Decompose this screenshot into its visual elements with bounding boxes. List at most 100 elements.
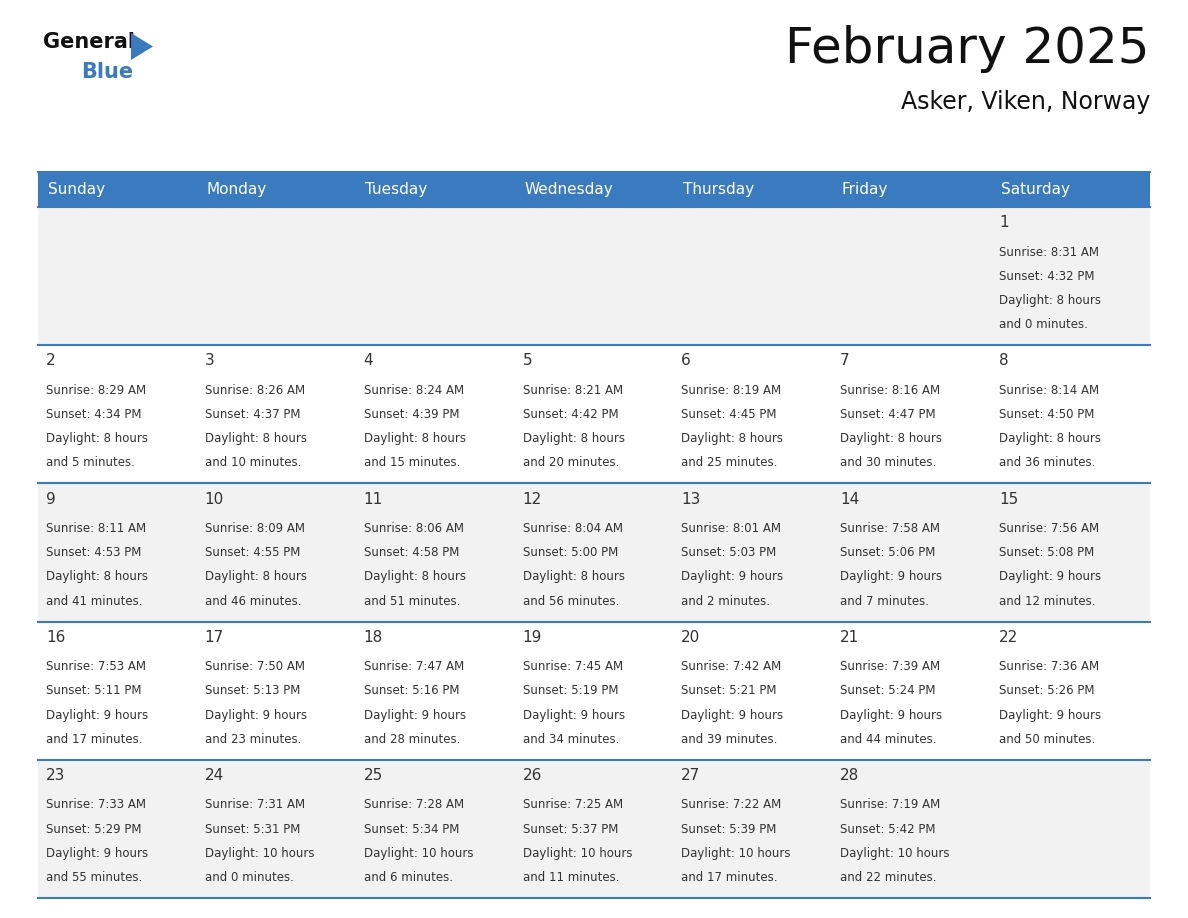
- Text: and 56 minutes.: and 56 minutes.: [523, 595, 619, 608]
- Bar: [355, 621, 514, 760]
- Text: and 34 minutes.: and 34 minutes.: [523, 733, 619, 745]
- Bar: [197, 172, 355, 207]
- Text: Sunset: 5:16 PM: Sunset: 5:16 PM: [364, 685, 459, 698]
- Bar: [674, 621, 833, 760]
- Bar: [38, 172, 197, 207]
- Text: Sunset: 5:42 PM: Sunset: 5:42 PM: [840, 823, 936, 835]
- Bar: [833, 207, 991, 345]
- Bar: [514, 621, 674, 760]
- Text: Daylight: 9 hours: Daylight: 9 hours: [999, 570, 1101, 584]
- Text: 18: 18: [364, 630, 383, 644]
- Text: Daylight: 9 hours: Daylight: 9 hours: [46, 709, 148, 722]
- Text: and 23 minutes.: and 23 minutes.: [204, 733, 302, 745]
- Text: 24: 24: [204, 768, 225, 783]
- Text: Sunrise: 8:09 AM: Sunrise: 8:09 AM: [204, 522, 305, 535]
- Text: 13: 13: [682, 492, 701, 507]
- Text: Saturday: Saturday: [1000, 182, 1069, 197]
- Text: 7: 7: [840, 353, 849, 368]
- Text: Sunset: 4:47 PM: Sunset: 4:47 PM: [840, 409, 936, 421]
- Text: Sunrise: 7:28 AM: Sunrise: 7:28 AM: [364, 799, 463, 812]
- Text: Sunset: 5:31 PM: Sunset: 5:31 PM: [204, 823, 301, 835]
- Text: 21: 21: [840, 630, 859, 644]
- Text: 16: 16: [46, 630, 65, 644]
- Text: Daylight: 9 hours: Daylight: 9 hours: [46, 847, 148, 860]
- Text: Sunset: 5:24 PM: Sunset: 5:24 PM: [840, 685, 936, 698]
- Bar: [833, 345, 991, 484]
- Text: and 39 minutes.: and 39 minutes.: [682, 733, 778, 745]
- Text: Sunrise: 8:21 AM: Sunrise: 8:21 AM: [523, 384, 623, 397]
- Text: and 17 minutes.: and 17 minutes.: [46, 733, 143, 745]
- Text: and 22 minutes.: and 22 minutes.: [840, 871, 936, 884]
- Text: Daylight: 8 hours: Daylight: 8 hours: [523, 432, 625, 445]
- Bar: [674, 207, 833, 345]
- Text: Daylight: 9 hours: Daylight: 9 hours: [840, 570, 942, 584]
- Text: 3: 3: [204, 353, 215, 368]
- Text: Daylight: 8 hours: Daylight: 8 hours: [999, 432, 1101, 445]
- Bar: [197, 207, 355, 345]
- Bar: [38, 484, 197, 621]
- Text: Sunset: 4:42 PM: Sunset: 4:42 PM: [523, 409, 618, 421]
- Bar: [38, 621, 197, 760]
- Text: 25: 25: [364, 768, 383, 783]
- Text: 2: 2: [46, 353, 56, 368]
- Text: Sunset: 5:29 PM: Sunset: 5:29 PM: [46, 823, 141, 835]
- Text: Daylight: 9 hours: Daylight: 9 hours: [364, 709, 466, 722]
- Text: 27: 27: [682, 768, 701, 783]
- Text: and 17 minutes.: and 17 minutes.: [682, 871, 778, 884]
- Bar: [197, 345, 355, 484]
- Text: Sunset: 5:37 PM: Sunset: 5:37 PM: [523, 823, 618, 835]
- Text: 6: 6: [682, 353, 691, 368]
- Text: Wednesday: Wednesday: [524, 182, 613, 197]
- Text: Sunrise: 7:22 AM: Sunrise: 7:22 AM: [682, 799, 782, 812]
- Text: Daylight: 10 hours: Daylight: 10 hours: [523, 847, 632, 860]
- Text: Sunset: 5:26 PM: Sunset: 5:26 PM: [999, 685, 1094, 698]
- Text: 11: 11: [364, 492, 383, 507]
- Polygon shape: [131, 33, 153, 60]
- Text: 22: 22: [999, 630, 1018, 644]
- Text: Daylight: 10 hours: Daylight: 10 hours: [840, 847, 949, 860]
- Bar: [674, 345, 833, 484]
- Text: Sunset: 5:00 PM: Sunset: 5:00 PM: [523, 546, 618, 559]
- Text: Sunset: 5:03 PM: Sunset: 5:03 PM: [682, 546, 777, 559]
- Text: Tuesday: Tuesday: [365, 182, 428, 197]
- Text: Sunset: 5:11 PM: Sunset: 5:11 PM: [46, 685, 141, 698]
- Bar: [355, 760, 514, 898]
- Text: February 2025: February 2025: [785, 25, 1150, 73]
- Text: and 7 minutes.: and 7 minutes.: [840, 595, 929, 608]
- Text: Sunset: 5:06 PM: Sunset: 5:06 PM: [840, 546, 936, 559]
- Text: Sunset: 4:53 PM: Sunset: 4:53 PM: [46, 546, 141, 559]
- Text: Sunset: 4:34 PM: Sunset: 4:34 PM: [46, 409, 141, 421]
- Text: Daylight: 9 hours: Daylight: 9 hours: [840, 709, 942, 722]
- Bar: [355, 172, 514, 207]
- Text: Sunrise: 7:31 AM: Sunrise: 7:31 AM: [204, 799, 305, 812]
- Text: 8: 8: [999, 353, 1009, 368]
- Bar: [38, 760, 197, 898]
- Text: Sunset: 5:08 PM: Sunset: 5:08 PM: [999, 546, 1094, 559]
- Bar: [833, 484, 991, 621]
- Text: 17: 17: [204, 630, 225, 644]
- Text: Sunrise: 7:19 AM: Sunrise: 7:19 AM: [840, 799, 941, 812]
- Text: Daylight: 8 hours: Daylight: 8 hours: [999, 294, 1101, 307]
- Text: Sunrise: 7:39 AM: Sunrise: 7:39 AM: [840, 660, 941, 673]
- Text: Sunset: 4:45 PM: Sunset: 4:45 PM: [682, 409, 777, 421]
- Text: Sunrise: 8:19 AM: Sunrise: 8:19 AM: [682, 384, 782, 397]
- Bar: [991, 760, 1150, 898]
- Text: Sunset: 5:21 PM: Sunset: 5:21 PM: [682, 685, 777, 698]
- Bar: [514, 207, 674, 345]
- Text: Sunrise: 7:50 AM: Sunrise: 7:50 AM: [204, 660, 305, 673]
- Bar: [355, 484, 514, 621]
- Text: Daylight: 8 hours: Daylight: 8 hours: [46, 432, 148, 445]
- Text: and 2 minutes.: and 2 minutes.: [682, 595, 770, 608]
- Bar: [833, 621, 991, 760]
- Text: Sunset: 5:34 PM: Sunset: 5:34 PM: [364, 823, 459, 835]
- Text: Daylight: 8 hours: Daylight: 8 hours: [840, 432, 942, 445]
- Text: 9: 9: [46, 492, 56, 507]
- Text: Sunrise: 8:11 AM: Sunrise: 8:11 AM: [46, 522, 146, 535]
- Text: and 12 minutes.: and 12 minutes.: [999, 595, 1095, 608]
- Text: Daylight: 8 hours: Daylight: 8 hours: [682, 432, 783, 445]
- Text: Sunrise: 8:26 AM: Sunrise: 8:26 AM: [204, 384, 305, 397]
- Bar: [197, 484, 355, 621]
- Text: Sunset: 4:39 PM: Sunset: 4:39 PM: [364, 409, 459, 421]
- Text: Monday: Monday: [207, 182, 266, 197]
- Bar: [38, 345, 197, 484]
